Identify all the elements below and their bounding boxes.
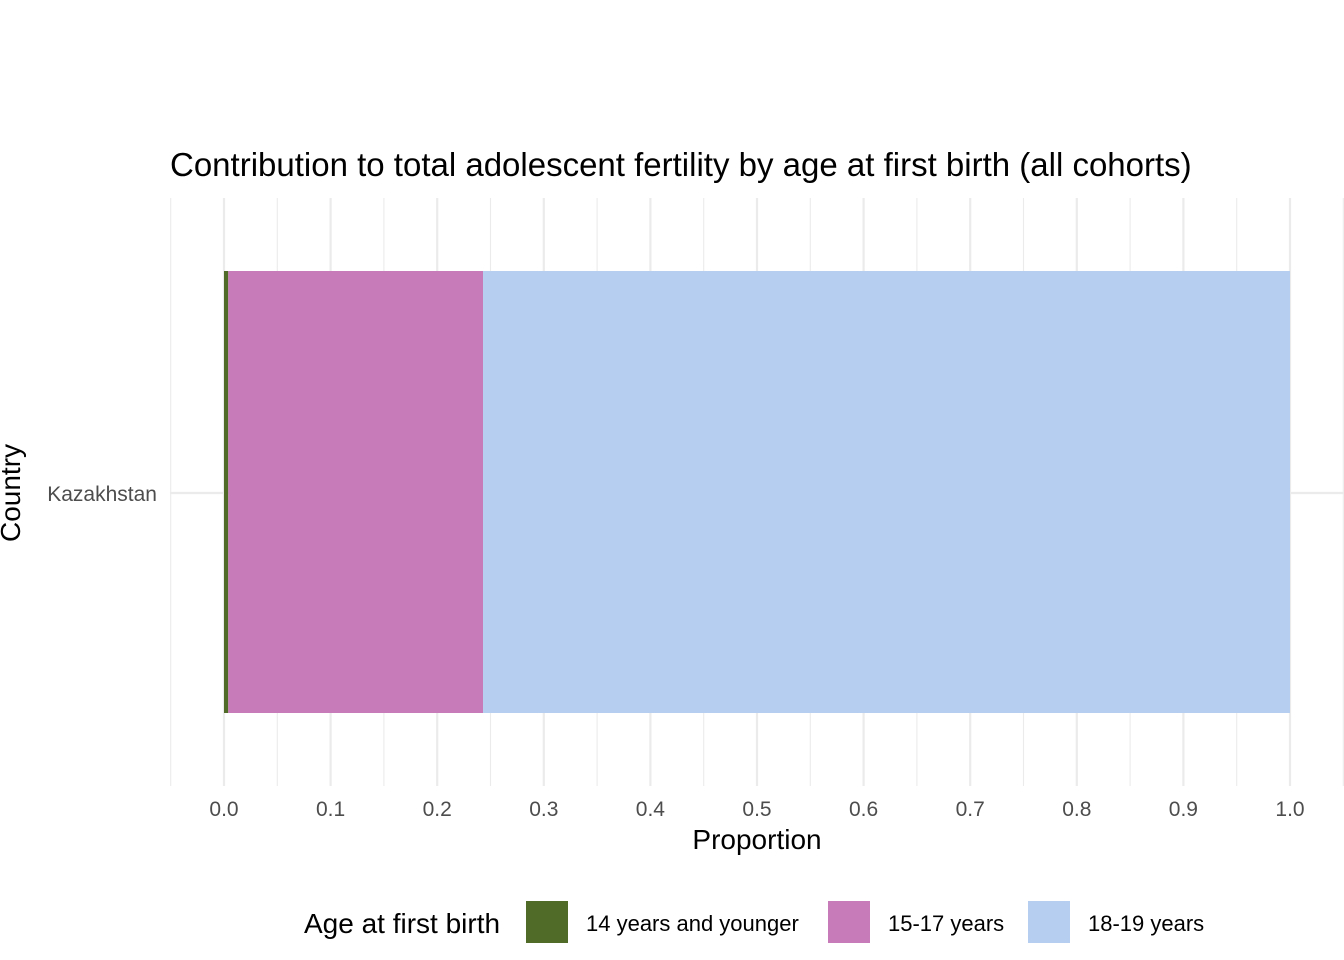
legend-key — [1028, 901, 1070, 943]
x-tick-label: 0.1 — [316, 798, 345, 821]
bar-segment-15-17-years — [228, 271, 484, 713]
x-tick-label: 0.7 — [956, 798, 985, 821]
x-axis-title: Proportion — [692, 824, 821, 855]
legend-key — [526, 901, 568, 943]
legend: Age at first birth 14 years and younger 1… — [304, 901, 1204, 943]
y-axis-title: Country — [0, 444, 26, 542]
y-axis-ticks: Kazakhstan — [47, 483, 157, 506]
bars — [224, 271, 1291, 713]
bar-segment-18-19-years — [483, 271, 1291, 713]
x-tick-label: 0.2 — [423, 798, 452, 821]
x-tick-label: 0.4 — [636, 798, 666, 821]
x-tick-label: 0.0 — [209, 798, 238, 821]
x-tick-label: 0.9 — [1169, 798, 1198, 821]
legend-key — [828, 901, 870, 943]
legend-title: Age at first birth — [304, 908, 500, 939]
x-tick-label: 0.8 — [1062, 798, 1091, 821]
x-axis-ticks: 0.0 0.1 0.2 0.3 0.4 0.5 0.6 0.7 0.8 0.9 1.0 — [209, 798, 1304, 821]
legend-label: 15-17 years — [888, 911, 1004, 936]
chart-title: Contribution to total adolescent fertili… — [170, 146, 1192, 183]
x-tick-label: 0.5 — [742, 798, 771, 821]
bar-segment-14-years-and-younger — [224, 271, 229, 713]
y-tick-label: Kazakhstan — [47, 483, 157, 506]
legend-label: 18-19 years — [1088, 911, 1204, 936]
x-tick-label: 0.6 — [849, 798, 878, 821]
x-tick-label: 0.3 — [529, 798, 558, 821]
x-tick-label: 1.0 — [1275, 798, 1304, 821]
legend-label: 14 years and younger — [586, 911, 799, 936]
